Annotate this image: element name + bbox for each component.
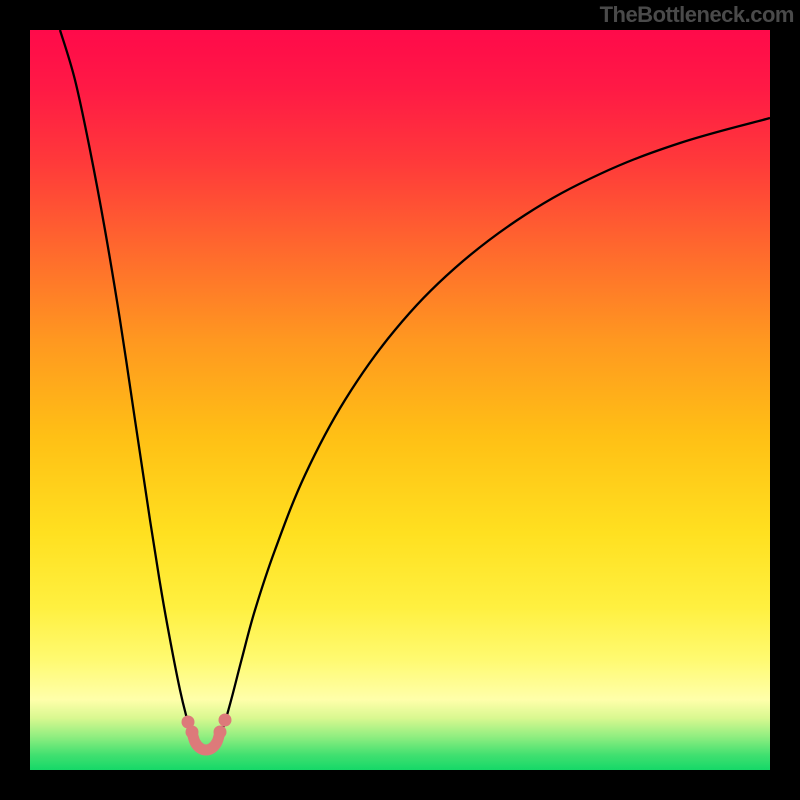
valley-right-dot-1 bbox=[219, 714, 232, 727]
plot-background bbox=[30, 30, 770, 770]
valley-left-dot-1 bbox=[186, 726, 199, 739]
chart-svg bbox=[0, 0, 800, 800]
valley-right-dot-0 bbox=[214, 726, 227, 739]
chart-container: TheBottleneck.com bbox=[0, 0, 800, 800]
